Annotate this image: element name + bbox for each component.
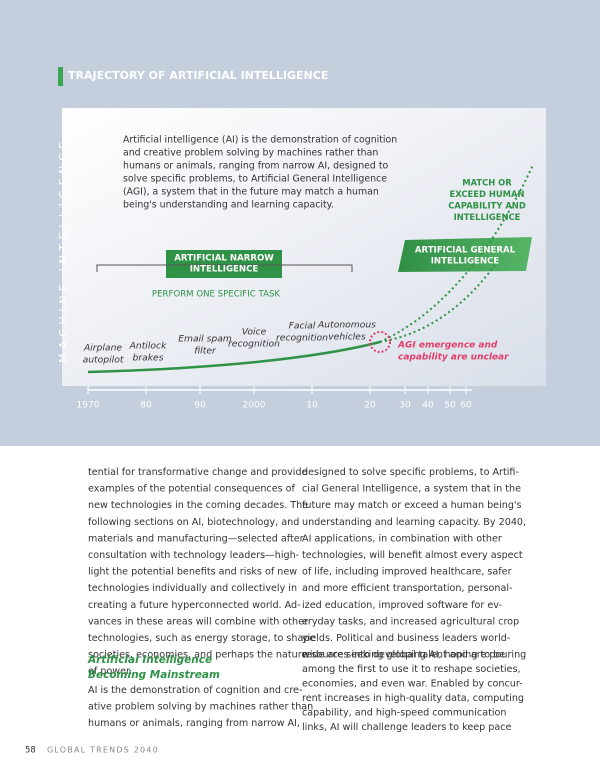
description-line: (AGI), a system that in the future may m… [123, 187, 379, 198]
narrow-label: INTELLIGENCE [190, 265, 259, 275]
body-line: following sections on AI, biotechnology,… [88, 517, 299, 528]
y-axis-label: MACHINE INTELLIGENCE [57, 137, 70, 363]
match-note: CAPABILITY AND [448, 201, 526, 211]
agi-note: AGI emergence and [397, 341, 498, 351]
narrow-box [166, 250, 282, 278]
milestone: Airplane [83, 343, 122, 354]
body-line: technologies, such as energy storage, to… [88, 633, 315, 644]
milestone: recognition [276, 333, 328, 344]
body-line: tential for transformative change and pr… [88, 467, 308, 478]
body-line: yields. Political and business leaders w… [302, 633, 510, 644]
match-note: EXCEED HUMAN [450, 189, 525, 199]
match-note: MATCH OR [462, 178, 512, 188]
general-box [398, 237, 532, 272]
body-line: of power. [88, 666, 132, 677]
timeline-label: 90 [194, 401, 206, 411]
title-bar [58, 67, 63, 86]
page-number: 58 [25, 746, 36, 756]
body-line: eryday tasks, and increased agricultural… [302, 616, 519, 627]
body-line: consultation with technology leaders—hig… [88, 550, 299, 561]
timeline-label: 10 [306, 401, 318, 411]
timeline-label: 80 [140, 401, 152, 411]
milestone: Voice [242, 327, 267, 338]
body-line: rent increases in high-quality data, com… [302, 693, 524, 704]
body-line: technologies individually and collective… [88, 583, 297, 594]
milestone: autopilot [83, 355, 124, 366]
match-note: INTELLIGENCE [454, 212, 521, 222]
body-line: societies, economies, and perhaps the na… [88, 650, 307, 661]
timeline-label: 60 [460, 401, 472, 411]
body-line: technologies, will benefit almost every … [302, 550, 523, 561]
description-line: being's understanding and learning capac… [123, 200, 334, 211]
body-line: among the first to use it to reshape soc… [302, 664, 521, 675]
agi-note: capability are unclear [398, 353, 509, 363]
timeline-label: 30 [399, 401, 411, 411]
body-line: future may match or exceed a human being… [302, 500, 522, 511]
body-line: new technologies in the coming decades. … [88, 500, 308, 511]
timeline-label: 40 [422, 401, 434, 411]
milestone: recognition [228, 339, 280, 350]
general-label: ARTIFICIAL GENERAL [415, 246, 516, 256]
description-line: solve specific problems, to Artificial G… [123, 174, 387, 185]
timeline-label: 20 [364, 401, 376, 411]
milestone: Autonomous [317, 320, 376, 331]
timeline-label: 1970 [77, 401, 100, 411]
body-line: light the potential benefits and risks o… [88, 567, 297, 578]
agi-path [379, 257, 501, 343]
body-line: vances in these areas will combine with … [88, 616, 308, 627]
description-line: humans or animals, ranging from narrow A… [123, 161, 389, 172]
body-line: cial General Intelligence, a system that… [302, 484, 521, 495]
narrow-task: PERFORM ONE SPECIFIC TASK [152, 290, 280, 300]
milestone: brakes [133, 353, 164, 364]
body-line: humans or animals, ranging from narrow A… [88, 718, 300, 729]
body-line: capability, and high-speed communication [302, 708, 506, 719]
description-line: Artificial intelligence (AI) is the demo… [123, 135, 397, 146]
body-line: economies, and even war. Enabled by conc… [302, 679, 523, 690]
body-line: of life, including improved healthcare, … [302, 567, 512, 578]
progress-curve [87, 340, 381, 374]
body-line: creating a future hyperconnected world. … [88, 600, 301, 611]
milestone: filter [194, 346, 217, 357]
milestone: vehicles [328, 332, 366, 343]
figure-title: TRAJECTORY OF ARTIFICIAL INTELLIGENCE [68, 69, 328, 82]
milestone: Email spam [178, 334, 232, 345]
milestone: Facial [289, 321, 316, 332]
body-line: AI is the demonstration of cognition and… [88, 685, 302, 696]
timeline-label: 50 [444, 401, 456, 411]
agi-marker [369, 331, 391, 353]
timeline-label: 2000 [243, 401, 266, 411]
body-line: ative problem solving by machines rather… [88, 701, 313, 712]
body-line: wide are seeking global talent and are p… [302, 650, 526, 661]
section-heading: Becoming Mainstream [88, 669, 220, 681]
body-line: designed to solve specific problems, to … [302, 467, 519, 478]
bracket [96, 264, 353, 272]
agi-path [379, 164, 534, 343]
body-line: resources into developing AI, hoping to … [302, 650, 505, 661]
general-label: INTELLIGENCE [431, 257, 500, 267]
body-line: AI applications, in combination with oth… [302, 533, 502, 544]
description-line: and creative problem solving by machines… [123, 148, 378, 159]
body-line: understanding and learning capacity. By … [302, 517, 526, 528]
section-heading: Artificial Intelligence [87, 654, 212, 666]
milestone: Antilock [129, 341, 167, 352]
body-line: links, AI will challenge leaders to keep… [302, 722, 512, 733]
narrow-label: ARTIFICIAL NARROW [174, 254, 274, 264]
footer-title: GLOBAL TRENDS 2040 [47, 746, 159, 755]
body-line: examples of the potential consequences o… [88, 484, 296, 495]
body-line: ized education, improved software for ev… [302, 600, 502, 611]
body-line: and more efficient transportation, perso… [302, 583, 513, 594]
body-line: materials and manufacturing—selected aft… [88, 533, 304, 544]
